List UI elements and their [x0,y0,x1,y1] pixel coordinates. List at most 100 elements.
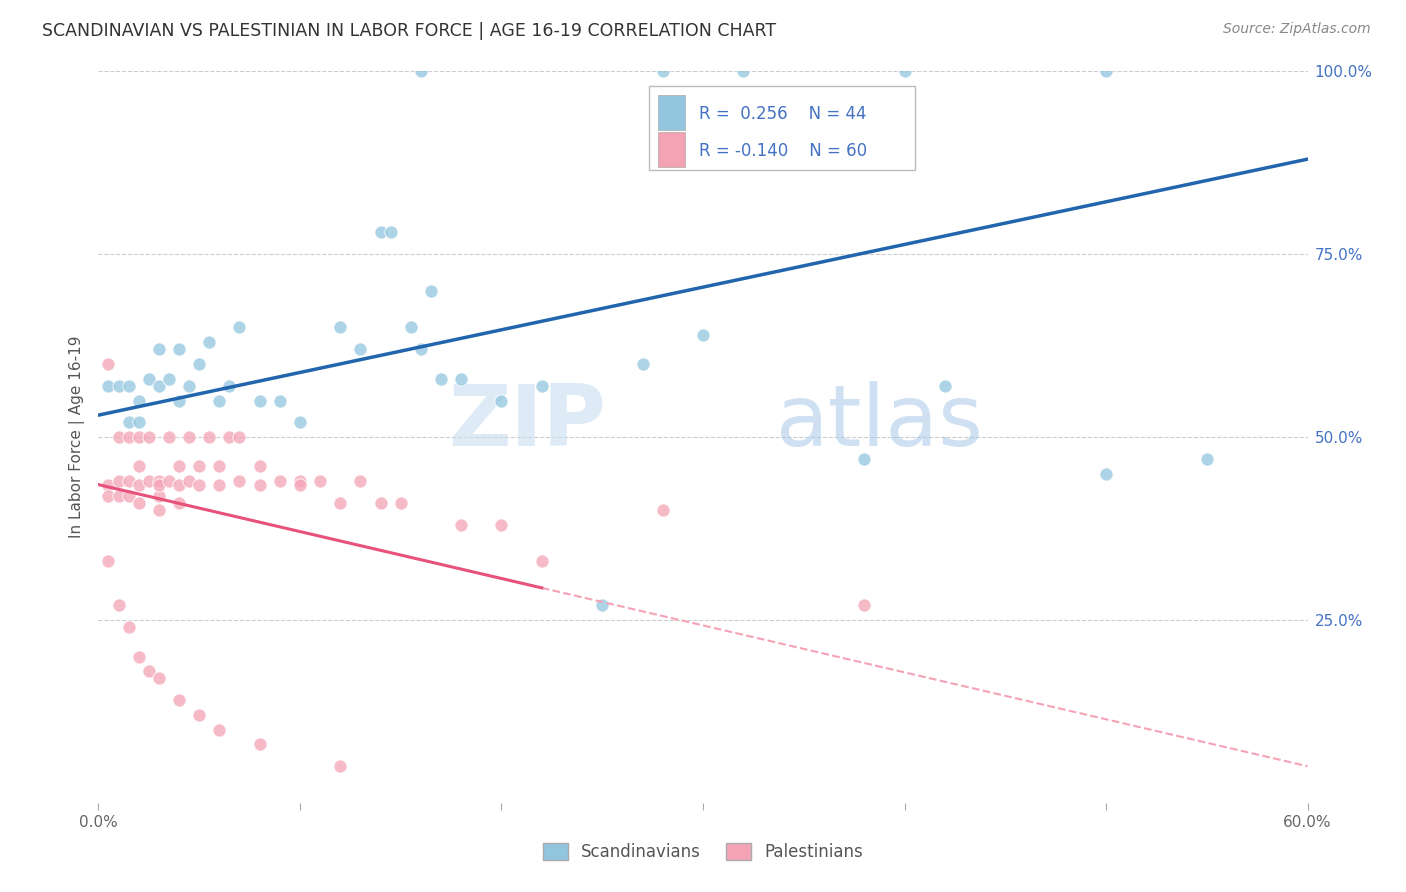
Point [128,496,150,510]
Point [107,430,129,444]
Point [188,459,211,474]
Point [249,393,271,408]
Point [167,496,190,510]
Point [167,393,190,408]
Text: SCANDINAVIAN VS PALESTINIAN IN LABOR FORCE | AGE 16-19 CORRELATION CHART: SCANDINAVIAN VS PALESTINIAN IN LABOR FOR… [42,22,776,40]
Point [138,664,160,678]
Point [591,599,613,613]
Point [380,225,402,239]
Point [148,489,170,503]
Point [167,459,190,474]
Bar [658,132,685,168]
Point [370,496,392,510]
Point [148,672,170,686]
Point [118,489,141,503]
Point [107,489,129,503]
Point [167,477,190,491]
Point [228,430,250,444]
Point [288,474,311,488]
Point [288,477,311,491]
Legend: Scandinavians, Palestinians: Scandinavians, Palestinians [536,836,870,868]
Point [853,452,876,467]
Point [128,649,150,664]
Point [218,379,240,393]
Point [198,334,221,349]
Point [309,474,332,488]
Point [198,430,221,444]
Point [128,477,150,491]
Point [157,371,180,385]
Point [97,357,120,371]
Point [148,343,170,357]
Point [450,517,472,532]
Point [228,474,250,488]
Point [128,416,150,430]
Point [530,379,553,393]
Point [148,477,170,491]
Point [208,477,231,491]
Point [269,474,291,488]
Point [228,320,250,334]
Text: Source: ZipAtlas.com: Source: ZipAtlas.com [1223,22,1371,37]
Point [188,357,211,371]
Point [118,474,141,488]
Point [269,393,291,408]
Point [128,393,150,408]
Bar [658,95,685,130]
Point [399,320,422,334]
Point [430,371,453,385]
Point [138,474,160,488]
Point [249,459,271,474]
Point [208,723,231,737]
Point [329,496,352,510]
Point [651,64,673,78]
Point [138,371,160,385]
Point [370,225,392,239]
Point [179,430,201,444]
Point [631,357,654,371]
Point [167,343,190,357]
Point [853,599,876,613]
Point [389,496,412,510]
Point [491,517,513,532]
Point [97,477,120,491]
Point [530,554,553,568]
Point [148,503,170,517]
Point [118,620,141,634]
Point [179,379,201,393]
Point [450,371,472,385]
Point [409,343,432,357]
Point [118,430,141,444]
Point [167,693,190,707]
Point [1095,467,1118,481]
Point [138,430,160,444]
Point [692,327,714,342]
Point [157,474,180,488]
Text: R = -0.140    N = 60: R = -0.140 N = 60 [699,143,868,161]
Text: R =  0.256    N = 44: R = 0.256 N = 44 [699,105,868,123]
Y-axis label: In Labor Force | Age 16-19: In Labor Force | Age 16-19 [69,335,84,539]
Point [118,379,141,393]
Point [107,379,129,393]
FancyBboxPatch shape [648,86,915,170]
Point [179,474,201,488]
Point [148,379,170,393]
Point [118,416,141,430]
Point [97,379,120,393]
Point [208,393,231,408]
Text: atlas: atlas [776,381,984,464]
Point [188,477,211,491]
Point [97,554,120,568]
Point [329,759,352,773]
Point [148,474,170,488]
Point [288,416,311,430]
Point [651,503,673,517]
Point [218,430,240,444]
Point [249,737,271,751]
Point [409,64,432,78]
Point [733,64,755,78]
Point [208,459,231,474]
Point [249,477,271,491]
Point [1095,64,1118,78]
Point [349,343,371,357]
